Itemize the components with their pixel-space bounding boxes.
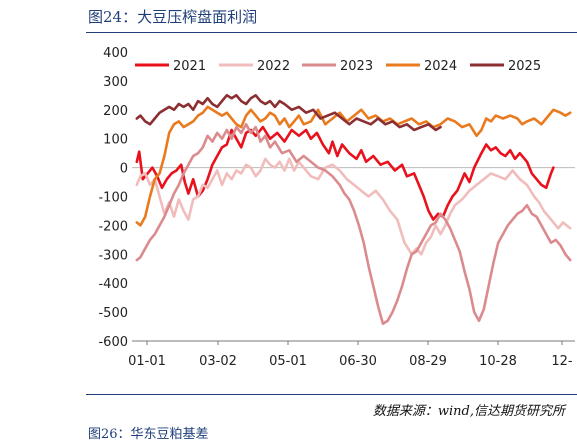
legend-label-2024: 2024 — [424, 59, 457, 74]
next-figure-caption: 图26：华东豆粕基差 — [88, 427, 209, 442]
series-line-2025 — [135, 94, 442, 132]
legend: 2021 2022 2023 2024 2025 — [135, 59, 541, 74]
series-lines — [135, 94, 572, 325]
legend-label-2023: 2023 — [340, 59, 373, 74]
axes: 400 300 200 100 0 -100 -200 -300 -400 -500 -60001-… — [98, 46, 575, 365]
series-line-2022 — [135, 157, 572, 256]
series-line-2021 — [135, 125, 555, 221]
title-rule — [86, 32, 577, 33]
y-tick-label: 300 — [103, 75, 128, 90]
y-tick-label: -100 — [98, 191, 128, 206]
series-line-2023 — [135, 123, 572, 325]
bottom-rule — [86, 394, 577, 395]
x-tick-label: 01-01 — [128, 354, 166, 365]
x-tick-label: 06-30 — [339, 354, 377, 365]
y-tick-label: -500 — [98, 306, 128, 321]
legend-label-2021: 2021 — [173, 59, 206, 74]
legend-label-2022: 2022 — [257, 59, 290, 74]
line-chart: 400 300 200 100 0 -100 -200 -300 -400 -500 -60001-… — [98, 46, 575, 365]
figure-title: 图24：大豆压榨盘面利润 — [88, 6, 257, 27]
y-tick-label: -400 — [98, 277, 128, 292]
x-tick-label: 10-28 — [479, 354, 517, 365]
figure-label: 图24： — [88, 8, 138, 26]
source-note: 数据来源：wind,信达期货研究所 — [372, 404, 565, 419]
y-tick-label: 0 — [120, 162, 128, 177]
y-tick-label: 200 — [103, 104, 128, 119]
figure-title-text: 大豆压榨盘面利润 — [137, 8, 258, 26]
x-tick-label: 12- — [551, 354, 573, 365]
y-tick-label: -300 — [98, 248, 128, 263]
x-tick-label: 08-29 — [409, 354, 447, 365]
y-tick-label: 100 — [103, 133, 128, 148]
x-tick-label: 03-02 — [199, 354, 237, 365]
y-tick-label: -600 — [98, 335, 128, 350]
legend-label-2025: 2025 — [508, 59, 541, 74]
y-tick-label: 400 — [103, 46, 128, 61]
y-tick-label: -200 — [98, 219, 128, 234]
x-tick-label: 05-01 — [269, 354, 307, 365]
